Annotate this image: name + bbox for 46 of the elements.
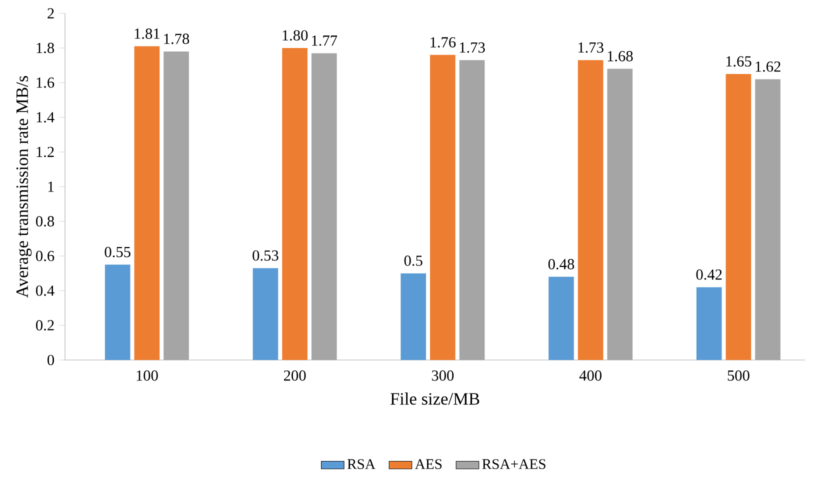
y-axis-title: Average transmission rate MB/s xyxy=(16,76,32,298)
data-label: 0.42 xyxy=(696,269,722,280)
data-label: 1.77 xyxy=(312,35,338,46)
data-label: 0.53 xyxy=(252,250,278,261)
x-tick-label: 400 xyxy=(579,370,602,381)
x-tick-label: 200 xyxy=(284,370,306,381)
bar xyxy=(104,264,130,360)
legend-label: RSA xyxy=(347,459,376,470)
bar xyxy=(134,46,160,360)
bar xyxy=(548,276,574,360)
data-label: 0.48 xyxy=(548,259,574,270)
y-tick-label: 0 xyxy=(48,354,54,366)
y-tick-label: 0.6 xyxy=(36,250,54,262)
y-tick-label: 0.2 xyxy=(36,320,54,331)
data-label: 1.68 xyxy=(608,51,633,62)
bar xyxy=(578,60,604,360)
y-tick-label: 1 xyxy=(48,182,54,192)
y-tick-label: 2 xyxy=(48,8,54,18)
data-label: 1.80 xyxy=(282,30,308,41)
x-tick-label: 300 xyxy=(432,370,454,381)
data-label: 1.62 xyxy=(756,61,780,72)
bar xyxy=(696,287,722,360)
data-label: 1.76 xyxy=(430,37,456,48)
data-label: 1.73 xyxy=(578,42,604,53)
x-tick-label: 100 xyxy=(136,370,158,381)
y-tick-label: 0.8 xyxy=(36,216,54,227)
data-label: 0.5 xyxy=(404,256,422,266)
bar xyxy=(282,48,308,360)
bar xyxy=(252,268,278,360)
y-tick-label: 1.6 xyxy=(36,77,54,88)
y-tick-label: 1.8 xyxy=(36,42,54,54)
legend-label: RSA+AES xyxy=(482,459,546,470)
bar xyxy=(430,54,456,360)
data-label: 1.81 xyxy=(134,28,160,39)
y-tick-label: 1.2 xyxy=(36,146,54,158)
data-label: 0.55 xyxy=(104,246,130,258)
bar xyxy=(726,74,752,360)
y-tick-label: 0.4 xyxy=(36,285,54,296)
legend-label: AES xyxy=(414,459,442,470)
data-label: 1.73 xyxy=(460,42,485,53)
y-tick-label: 1.4 xyxy=(36,112,54,122)
data-label: 1.65 xyxy=(726,56,752,67)
bar xyxy=(400,273,426,360)
data-label: 1.78 xyxy=(164,34,190,44)
x-tick-label: 500 xyxy=(728,370,750,381)
x-axis-title: File size/MB xyxy=(390,392,480,405)
